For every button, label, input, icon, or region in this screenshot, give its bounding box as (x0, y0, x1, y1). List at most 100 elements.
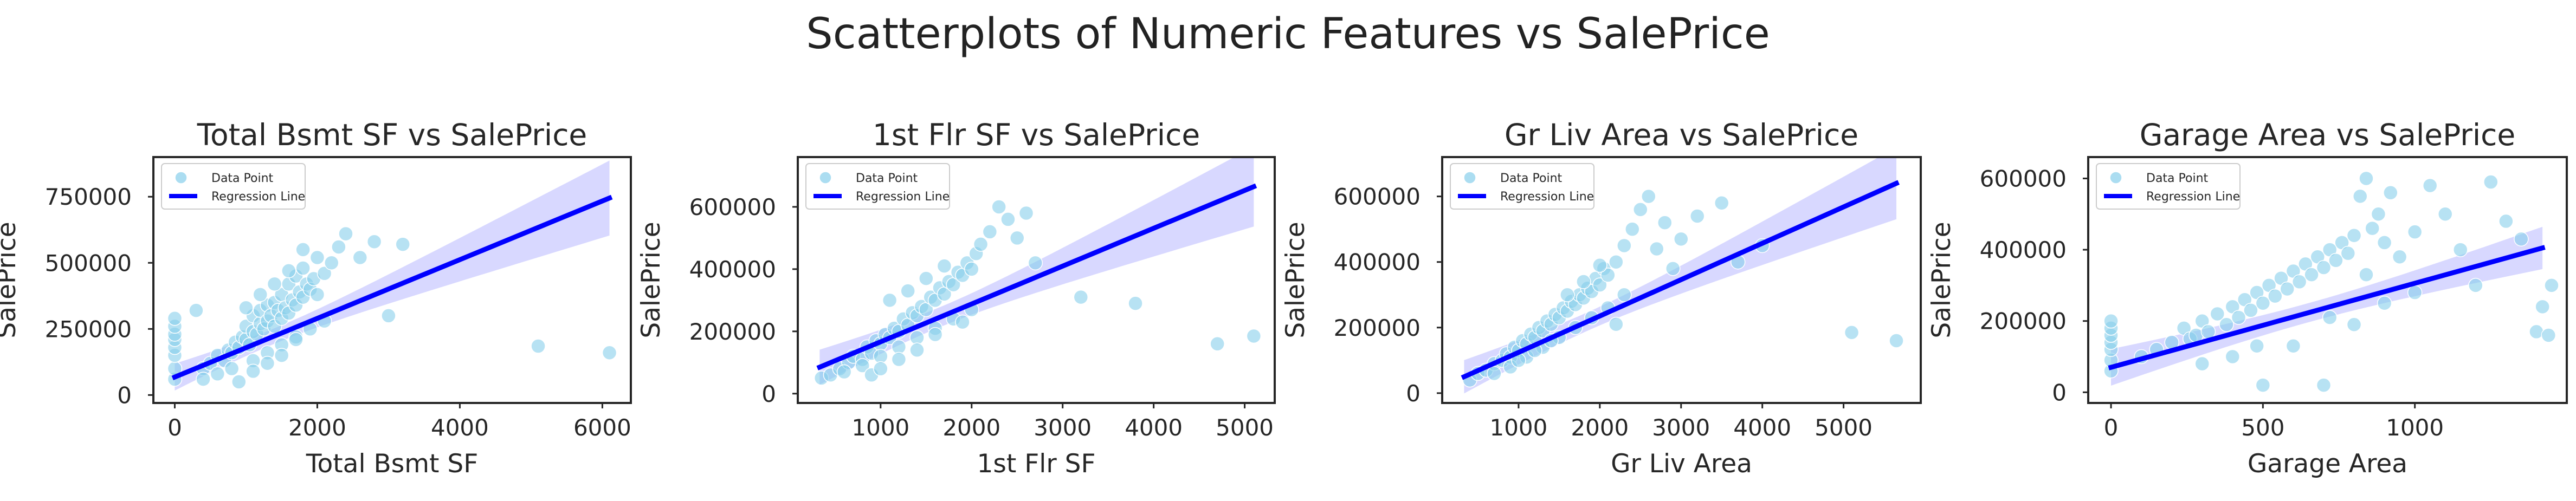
plot-area (2103, 171, 2559, 393)
figure-title: Scatterplots of Numeric Features vs Sale… (806, 10, 1770, 58)
legend-point-label: Data Point (1500, 172, 1563, 185)
data-point (2483, 174, 2498, 190)
data-point (366, 234, 382, 249)
data-point (1000, 212, 1016, 227)
data-point (1633, 202, 1648, 217)
data-point (900, 283, 915, 298)
data-point (991, 199, 1006, 214)
data-point (2268, 288, 2283, 304)
regression-line (1461, 180, 1900, 380)
data-point (2365, 220, 2380, 236)
data-point (1649, 241, 1664, 257)
regression-line (816, 183, 1257, 370)
data-point (2514, 231, 2529, 247)
data-point (1592, 258, 1607, 273)
data-point (1609, 254, 1624, 270)
data-point (224, 361, 240, 376)
legend: Data Point Regression Line (161, 163, 306, 210)
data-point (1246, 328, 1262, 344)
data-point (167, 311, 183, 326)
data-point (2291, 274, 2307, 290)
legend-point-marker (175, 171, 188, 184)
data-point (309, 287, 325, 302)
data-point (2210, 306, 2225, 322)
data-point (1657, 215, 1673, 230)
data-point (2231, 310, 2246, 325)
subplot-2: 1000 2000 3000 4000 5000 0 200000 400000 600000 1… (636, 118, 1276, 479)
x-tick-label: 4000 (431, 414, 489, 441)
plot-area (814, 157, 1262, 386)
data-point (1210, 336, 1225, 352)
data-point (955, 314, 970, 330)
data-point (909, 330, 925, 346)
data-point (189, 303, 204, 318)
data-point (295, 242, 311, 257)
data-point (317, 266, 332, 281)
data-point (2377, 235, 2392, 250)
data-point (1576, 274, 1591, 289)
x-tick-label: 1000 (851, 414, 909, 441)
data-point (2255, 378, 2271, 393)
data-point (2544, 278, 2559, 293)
data-point (2498, 213, 2514, 229)
legend: Data Point Regression Line (805, 163, 950, 210)
data-point (1009, 230, 1025, 246)
data-point (982, 224, 998, 239)
data-point (253, 287, 268, 302)
y-tick-label: 250000 (45, 316, 132, 342)
plot-area (1461, 157, 1904, 394)
y-tick-label: 500000 (45, 250, 132, 276)
regression-line (2108, 245, 2546, 370)
x-tick-label: 0 (167, 414, 182, 441)
data-point (2328, 253, 2343, 268)
data-point (1073, 289, 1089, 305)
data-point (309, 250, 325, 265)
data-point (1028, 255, 1043, 271)
legend-box (805, 163, 950, 210)
data-point (1487, 366, 1502, 381)
y-tick-label: 400000 (689, 256, 776, 283)
data-point (1128, 296, 1143, 311)
data-point (281, 263, 296, 278)
data-point (2407, 285, 2423, 300)
legend-point-marker (819, 171, 832, 184)
data-point (2219, 317, 2234, 332)
data-point (873, 349, 888, 364)
data-point (288, 332, 304, 347)
data-point (2359, 171, 2374, 186)
data-point (2541, 328, 2556, 343)
data-point (324, 255, 339, 271)
data-point (1714, 195, 1729, 211)
y-tick-label: 0 (1406, 380, 1421, 407)
subplot-title: Total Bsmt SF vs SalePrice (197, 118, 587, 152)
data-point (2346, 317, 2362, 332)
legend-line-label: Regression Line (1500, 190, 1594, 204)
x-tick-label: 3000 (1652, 414, 1710, 441)
data-point (2243, 303, 2258, 318)
x-tick-label: 2000 (1571, 414, 1629, 441)
x-tick-label: 5000 (1216, 414, 1274, 441)
data-point (381, 308, 396, 323)
y-tick-label: 0 (117, 382, 132, 408)
data-point (855, 358, 870, 373)
legend: Data Point Regression Line (2096, 163, 2241, 210)
x-axis-label: Garage Area (2248, 449, 2407, 479)
data-point (1592, 277, 1607, 292)
x-tick-label: 5000 (1815, 414, 1873, 441)
x-tick-label: 3000 (1034, 414, 1092, 441)
subplot-4: 0 500 1000 0 200000 400000 600000 Garage Area v… (1927, 118, 2568, 479)
data-point (891, 339, 907, 355)
y-tick-label: 0 (761, 381, 776, 407)
y-axis-label: SalePrice (0, 222, 22, 338)
legend-point-label: Data Point (211, 172, 274, 185)
data-point (836, 364, 852, 380)
data-point (2422, 178, 2438, 193)
data-point (2286, 338, 2301, 354)
x-tick-label: 0 (2104, 414, 2119, 441)
data-point (2359, 267, 2374, 282)
data-point (2103, 313, 2119, 329)
data-point (1689, 209, 1705, 224)
data-point (891, 352, 907, 367)
